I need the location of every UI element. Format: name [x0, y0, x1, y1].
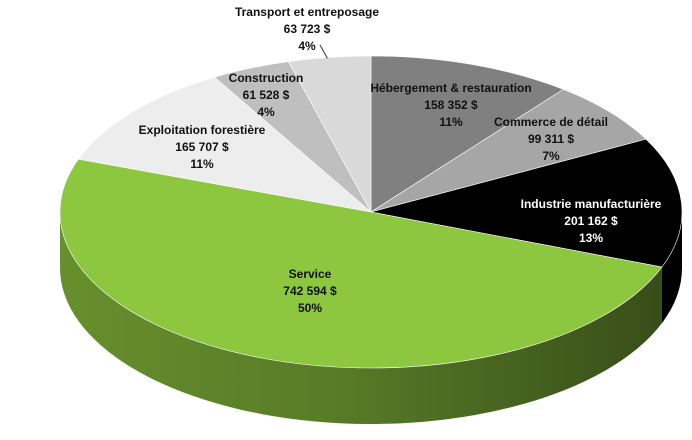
slice-value: 99 311 $ — [528, 132, 574, 146]
pie-slice-service — [59, 158, 663, 369]
slice-label-construction: Construction 61 528 $ 4% — [229, 71, 304, 119]
pie-side-industrie-manufacturiere — [661, 212, 682, 324]
pie-depth — [60, 212, 682, 424]
slice-name: Hébergement & restauration — [370, 81, 531, 95]
slice-percent: 11% — [439, 115, 463, 129]
pie-slice-exploitation-forestiere — [77, 76, 373, 213]
slice-value: 201 162 $ — [564, 214, 618, 228]
slice-label-hebergement-restauration: Hébergement & restauration 158 352 $ 11% — [370, 81, 531, 129]
slice-value: 742 594 $ — [283, 284, 337, 298]
slice-value: 63 723 $ — [284, 22, 331, 36]
slice-name: Commerce de détail — [494, 115, 608, 129]
leader-line — [319, 44, 328, 59]
slice-value: 165 707 $ — [175, 140, 229, 154]
slice-value: 158 352 $ — [424, 98, 478, 112]
slice-percent: 13% — [579, 231, 603, 245]
slice-percent: 50% — [298, 301, 322, 315]
slice-name: Service — [289, 267, 332, 281]
slice-name: Construction — [229, 71, 304, 85]
slice-label-industrie-manufacturiere: Industrie manufacturière 201 162 $ 13% — [521, 197, 662, 245]
slice-name: Transport et entreposage — [235, 5, 379, 19]
pie-slice-commerce-de-detail — [370, 89, 647, 213]
pie-labels: Hébergement & restauration 158 352 $ 11% Co… — [139, 5, 662, 315]
slice-label-exploitation-forestiere: Exploitation forestière 165 707 $ 11% — [139, 123, 266, 171]
pie-slice-industrie-manufacturiere — [370, 138, 683, 268]
slice-value: 61 528 $ — [243, 88, 290, 102]
slice-name: Industrie manufacturière — [521, 197, 662, 211]
pie-slice-hebergement-restauration — [370, 55, 564, 213]
pie-slice-transport-et-entreposage — [288, 55, 372, 213]
slice-label-transport-et-entreposage: Transport et entreposage 63 723 $ 4% — [235, 5, 379, 53]
pie-side-service — [60, 212, 662, 424]
slice-percent: 11% — [190, 157, 214, 171]
slice-label-commerce-de-detail: Commerce de détail 99 311 $ 7% — [494, 115, 608, 163]
slice-percent: 4% — [298, 39, 316, 53]
slice-percent: 4% — [257, 105, 275, 119]
slice-name: Exploitation forestière — [139, 123, 266, 137]
slice-percent: 7% — [542, 149, 560, 163]
slice-label-service: Service 742 594 $ 50% — [283, 267, 337, 315]
pie-top — [59, 55, 683, 369]
